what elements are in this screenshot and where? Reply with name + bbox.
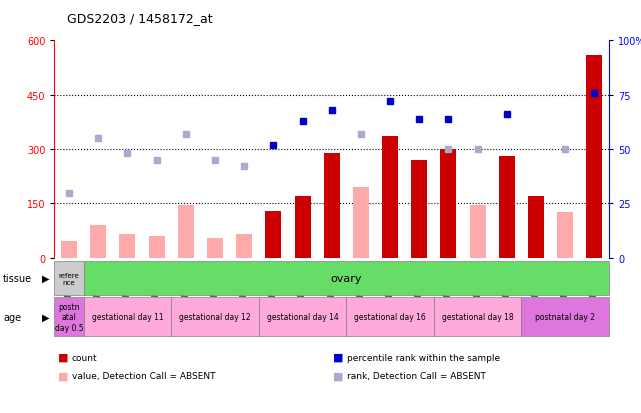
Text: ovary: ovary bbox=[331, 273, 362, 283]
Bar bbox=[587, 56, 603, 258]
Text: gestational day 18: gestational day 18 bbox=[442, 313, 513, 321]
Text: refere
nce: refere nce bbox=[59, 272, 79, 285]
Text: gestational day 16: gestational day 16 bbox=[354, 313, 426, 321]
Bar bbox=[265, 211, 281, 258]
Text: ▶: ▶ bbox=[42, 312, 50, 322]
Bar bbox=[382, 137, 398, 258]
Text: postnatal day 2: postnatal day 2 bbox=[535, 313, 595, 321]
Bar bbox=[346, 297, 434, 337]
Bar bbox=[412, 161, 428, 258]
Text: ■: ■ bbox=[58, 371, 68, 381]
Bar bbox=[61, 242, 77, 258]
Bar bbox=[434, 297, 521, 337]
Bar bbox=[259, 297, 346, 337]
Text: tissue: tissue bbox=[3, 273, 32, 283]
Bar bbox=[557, 213, 573, 258]
Bar bbox=[236, 235, 252, 258]
Bar bbox=[90, 225, 106, 258]
Bar bbox=[119, 235, 135, 258]
Bar bbox=[171, 297, 259, 337]
Bar bbox=[470, 206, 486, 258]
Text: gestational day 14: gestational day 14 bbox=[267, 313, 338, 321]
Text: count: count bbox=[72, 353, 97, 362]
Text: ■: ■ bbox=[58, 352, 68, 362]
Bar bbox=[521, 297, 609, 337]
Text: age: age bbox=[3, 312, 21, 322]
Bar bbox=[54, 261, 84, 295]
Text: percentile rank within the sample: percentile rank within the sample bbox=[347, 353, 501, 362]
Bar bbox=[528, 197, 544, 258]
Bar bbox=[440, 150, 456, 258]
Bar bbox=[324, 153, 340, 258]
Bar bbox=[207, 238, 223, 258]
Bar bbox=[499, 157, 515, 258]
Bar bbox=[294, 197, 310, 258]
Text: gestational day 12: gestational day 12 bbox=[179, 313, 251, 321]
Bar bbox=[353, 188, 369, 258]
Text: gestational day 11: gestational day 11 bbox=[92, 313, 163, 321]
Bar bbox=[149, 236, 165, 258]
Text: value, Detection Call = ABSENT: value, Detection Call = ABSENT bbox=[72, 371, 215, 380]
Text: postn
atal
day 0.5: postn atal day 0.5 bbox=[54, 302, 83, 332]
Bar bbox=[84, 297, 171, 337]
Text: ▶: ▶ bbox=[42, 273, 50, 283]
Bar bbox=[178, 206, 194, 258]
Text: ■: ■ bbox=[333, 371, 344, 381]
Text: GDS2203 / 1458172_at: GDS2203 / 1458172_at bbox=[67, 12, 213, 25]
Text: rank, Detection Call = ABSENT: rank, Detection Call = ABSENT bbox=[347, 371, 487, 380]
Text: ■: ■ bbox=[333, 352, 344, 362]
Bar bbox=[54, 297, 84, 337]
